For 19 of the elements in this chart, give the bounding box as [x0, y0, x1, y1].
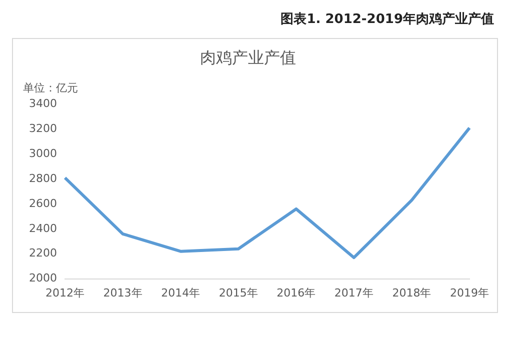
x-tick-label: 2019年 — [450, 286, 490, 300]
x-tick-label: 2013年 — [103, 286, 142, 300]
y-tick-label: 3200 — [28, 122, 57, 135]
y-tick-label: 2000 — [28, 272, 57, 285]
x-tick-label: 2014年 — [161, 286, 200, 300]
y-tick-label: 2600 — [28, 196, 57, 210]
x-tick-label: 2012年 — [45, 286, 84, 300]
y-tick-label: 3400 — [28, 97, 57, 110]
y-tick-label: 3000 — [28, 146, 57, 160]
chart-title: 图表1. 2012-2019年肉鸡产业产值 — [280, 10, 494, 28]
y-tick-label: 2400 — [28, 222, 57, 235]
y-tick-label: 2800 — [28, 172, 57, 185]
x-tick-label: 2016年 — [276, 286, 316, 300]
chart-subtitle: 肉鸡产业产值 — [200, 48, 296, 67]
x-tick-label: 2015年 — [218, 286, 258, 300]
y-tick-label: 2200 — [28, 246, 57, 260]
x-tick-label: 2018年 — [392, 286, 432, 300]
y-axis-title: 单位：亿元 — [23, 82, 78, 95]
x-tick-label: 2017年 — [334, 286, 374, 300]
